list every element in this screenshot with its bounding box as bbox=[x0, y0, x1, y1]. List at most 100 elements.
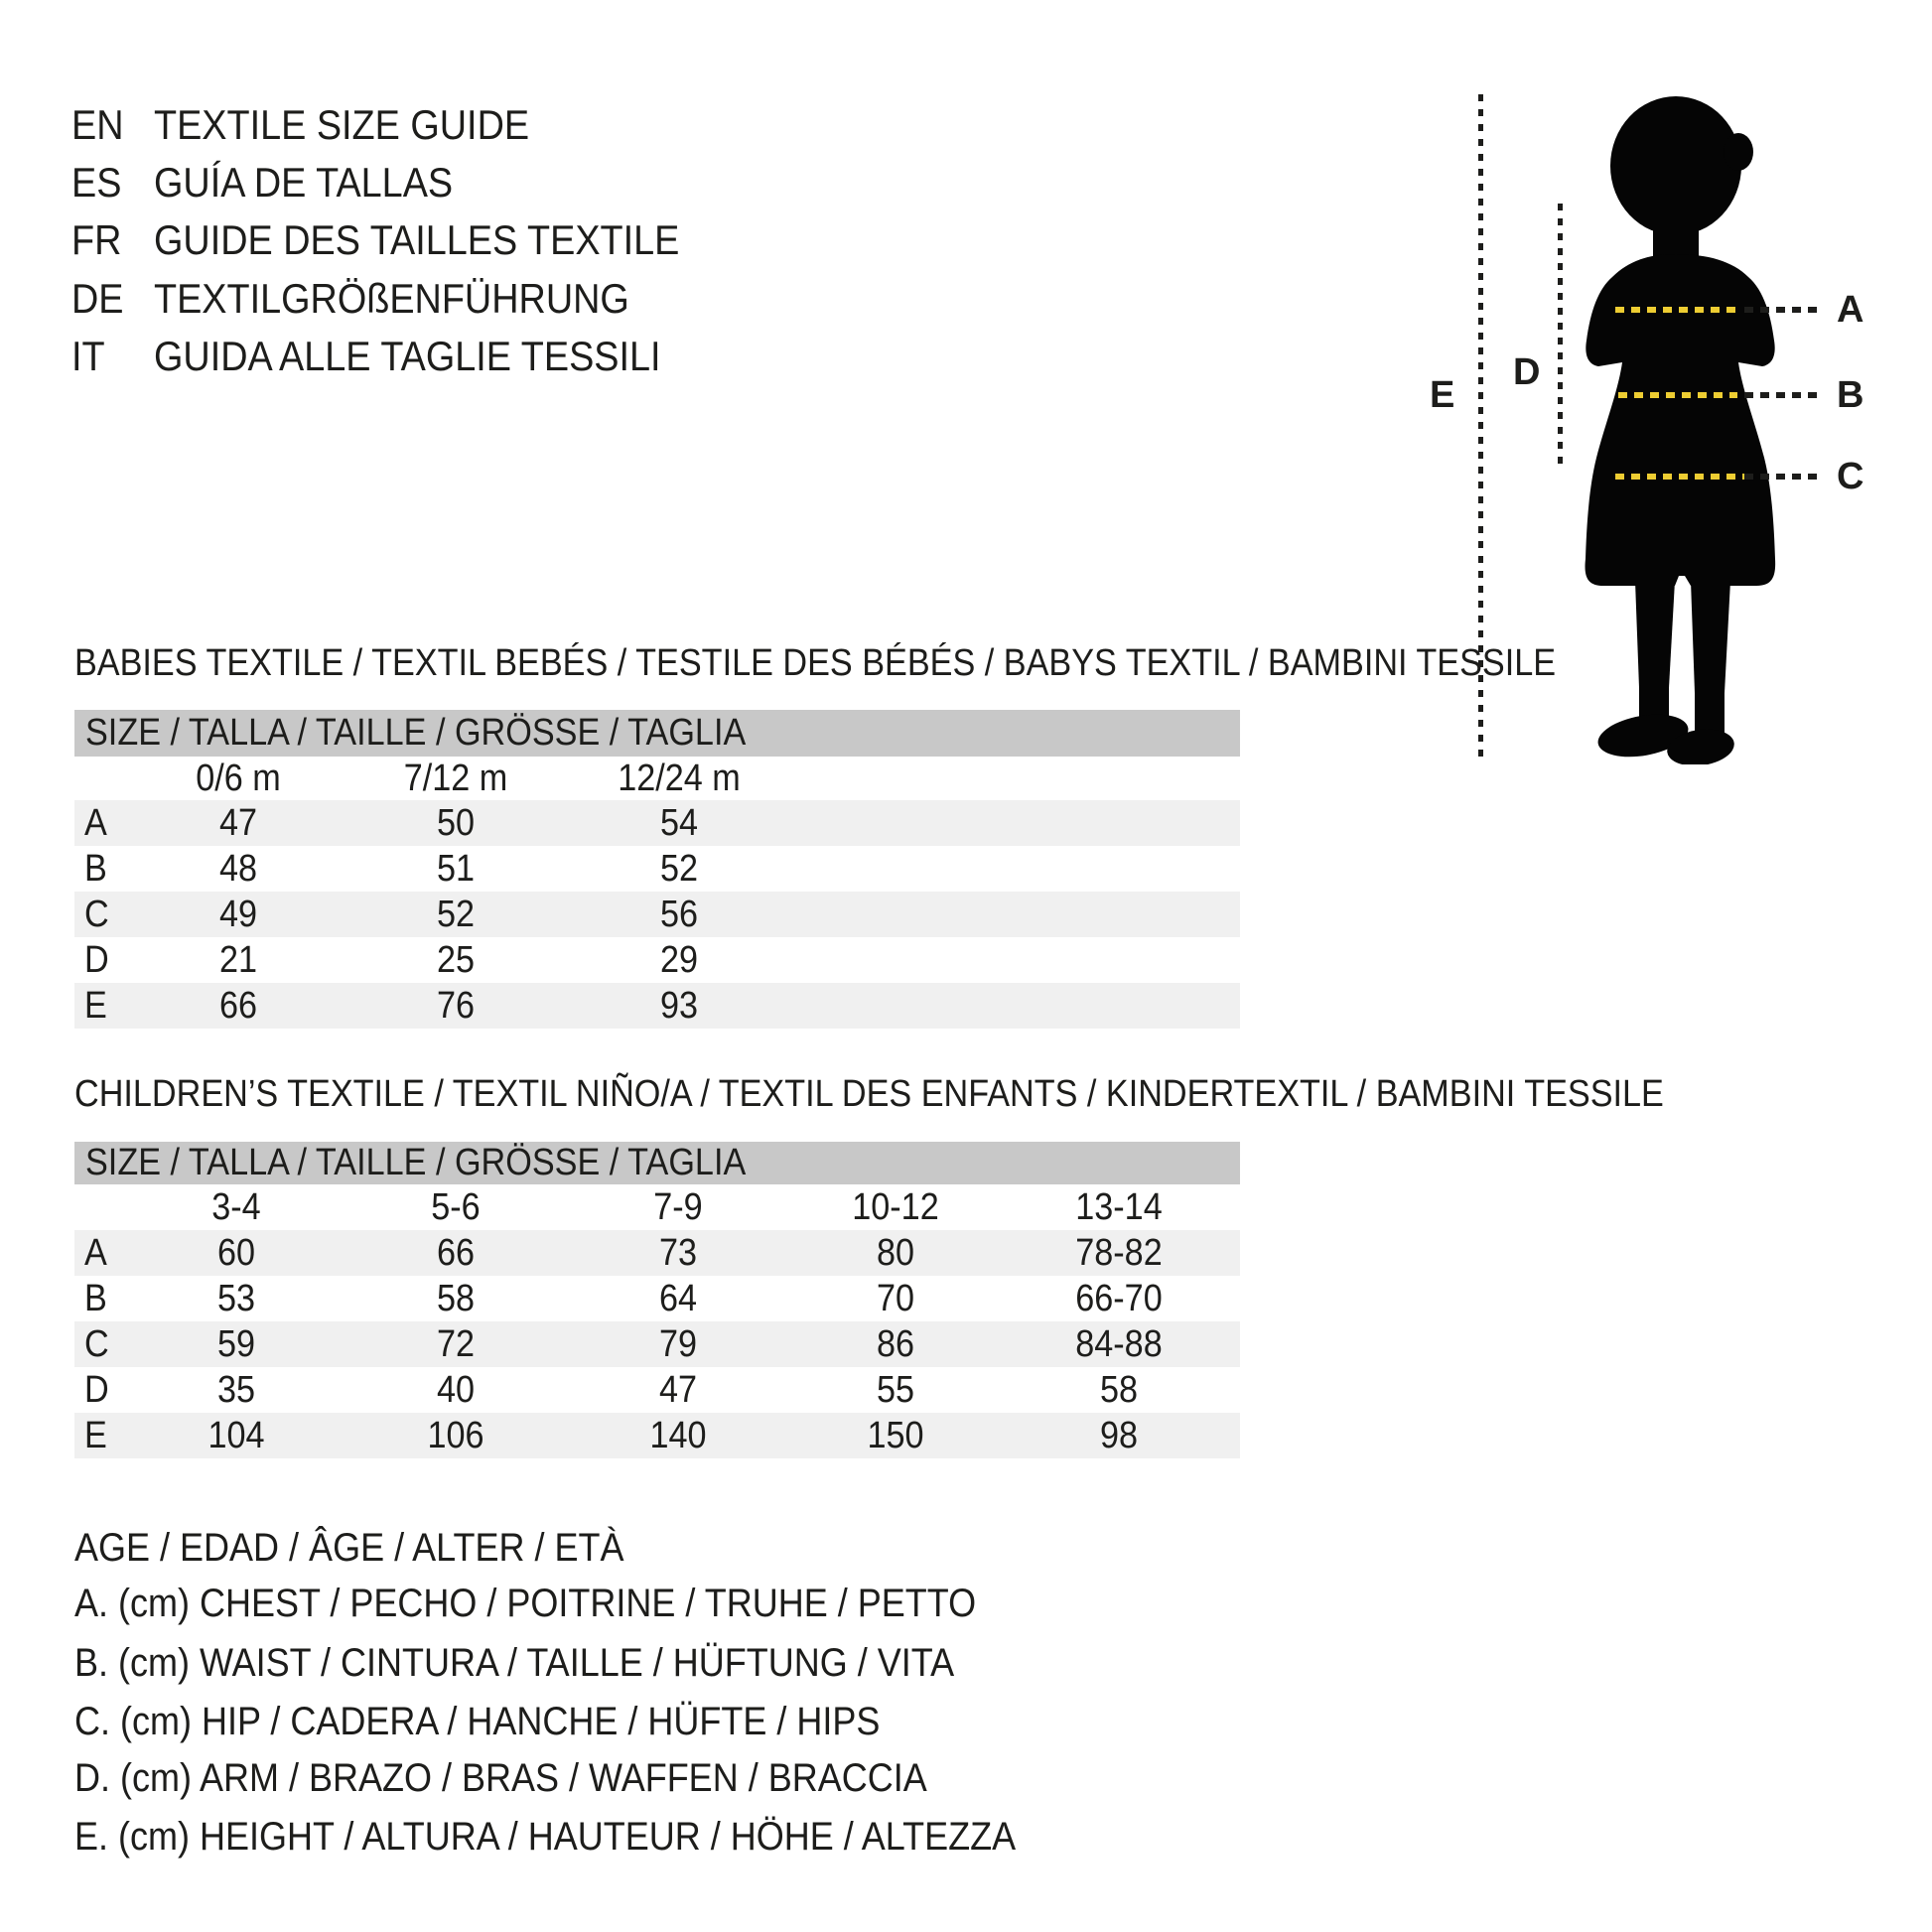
children-row-label: D bbox=[84, 1369, 109, 1411]
children-row-stripe bbox=[74, 1413, 1240, 1458]
table-cell: 93 bbox=[659, 985, 699, 1027]
children-table-header-bar bbox=[74, 1142, 1240, 1184]
hip-measure-dash-black bbox=[1744, 474, 1824, 480]
table-cell: 50 bbox=[436, 802, 476, 844]
lang-code-es: ES bbox=[71, 159, 122, 206]
figure-label-c: C bbox=[1837, 456, 1864, 497]
table-cell: 104 bbox=[207, 1415, 265, 1456]
table-cell: 66 bbox=[436, 1232, 476, 1274]
table-cell: 150 bbox=[867, 1415, 924, 1456]
figure-label-d: D bbox=[1513, 351, 1541, 393]
lang-code-fr: FR bbox=[71, 216, 122, 263]
table-cell: 73 bbox=[658, 1232, 698, 1274]
table-cell: 98 bbox=[1099, 1415, 1139, 1456]
table-cell: 66 bbox=[218, 985, 258, 1027]
table-cell: 21 bbox=[218, 939, 258, 981]
lang-title-en: TEXTILE SIZE GUIDE bbox=[154, 101, 530, 148]
children-row-label: C bbox=[84, 1323, 109, 1365]
table-cell: 48 bbox=[218, 848, 258, 890]
table-cell: 47 bbox=[218, 802, 258, 844]
babies-row-stripe bbox=[74, 800, 1240, 846]
babies-row-label: D bbox=[84, 939, 109, 981]
babies-col-header: 7/12 m bbox=[403, 758, 508, 799]
table-cell: 84-88 bbox=[1075, 1323, 1163, 1365]
table-cell: 76 bbox=[436, 985, 476, 1027]
babies-col-header: 12/24 m bbox=[618, 758, 741, 799]
chest-measure-dash-black bbox=[1744, 307, 1824, 313]
children-col-header: 7-9 bbox=[653, 1186, 703, 1228]
table-cell: 66-70 bbox=[1075, 1278, 1163, 1319]
child-silhouette-icon bbox=[1585, 96, 1776, 766]
table-cell: 53 bbox=[216, 1278, 256, 1319]
figure-label-b: B bbox=[1837, 374, 1864, 416]
babies-table-title: BABIES TEXTILE / TEXTIL BEBÉS / TESTILE … bbox=[74, 642, 1557, 684]
table-cell: 35 bbox=[216, 1369, 256, 1411]
lang-code-it: IT bbox=[71, 333, 105, 379]
table-cell: 58 bbox=[1099, 1369, 1139, 1411]
table-cell: 64 bbox=[658, 1278, 698, 1319]
children-col-header: 10-12 bbox=[852, 1186, 939, 1228]
babies-row-label: A bbox=[84, 802, 107, 844]
table-cell: 80 bbox=[876, 1232, 915, 1274]
children-row-label: B bbox=[84, 1278, 107, 1319]
babies-row-label: B bbox=[84, 848, 107, 890]
table-cell: 59 bbox=[216, 1323, 256, 1365]
children-table-header-label: SIZE / TALLA / TAILLE / GRÖSSE / TAGLIA bbox=[85, 1142, 747, 1183]
waist-measure-dash-black bbox=[1744, 392, 1824, 398]
lang-title-es: GUÍA DE TALLAS bbox=[154, 159, 454, 206]
legend-age-line: AGE / EDAD / ÂGE / ALTER / ETÀ bbox=[74, 1526, 624, 1570]
table-cell: 40 bbox=[436, 1369, 476, 1411]
table-cell: 70 bbox=[876, 1278, 915, 1319]
table-cell: 58 bbox=[436, 1278, 476, 1319]
hip-measure-dash-yellow bbox=[1615, 474, 1744, 480]
figure-label-a: A bbox=[1837, 289, 1864, 331]
babies-row-label: C bbox=[84, 894, 109, 935]
children-row-label: E bbox=[84, 1415, 107, 1456]
lang-title-de: TEXTILGRÖßENFÜHRUNG bbox=[154, 275, 629, 322]
table-cell: 78-82 bbox=[1075, 1232, 1163, 1274]
table-cell: 60 bbox=[216, 1232, 256, 1274]
table-cell: 72 bbox=[436, 1323, 476, 1365]
table-cell: 29 bbox=[659, 939, 699, 981]
children-col-header: 5-6 bbox=[431, 1186, 481, 1228]
babies-row-label: E bbox=[84, 985, 107, 1027]
figure-label-e: E bbox=[1430, 374, 1455, 416]
babies-row-stripe bbox=[74, 983, 1240, 1029]
chest-measure-dash-yellow bbox=[1615, 307, 1740, 313]
lang-code-en: EN bbox=[71, 101, 124, 148]
legend-item-arm: D. (cm) ARM / BRAZO / BRAS / WAFFEN / BR… bbox=[74, 1756, 927, 1800]
babies-col-header: 0/6 m bbox=[196, 758, 281, 799]
table-cell: 86 bbox=[876, 1323, 915, 1365]
height-measure-line-E bbox=[1478, 94, 1483, 762]
waist-measure-dash-yellow bbox=[1618, 392, 1737, 398]
lang-title-it: GUIDA ALLE TAGLIE TESSILI bbox=[154, 333, 661, 379]
table-cell: 54 bbox=[659, 802, 699, 844]
children-col-header: 13-14 bbox=[1075, 1186, 1163, 1228]
table-cell: 52 bbox=[436, 894, 476, 935]
legend-item-waist: B. (cm) WAIST / CINTURA / TAILLE / HÜFTU… bbox=[74, 1641, 955, 1685]
babies-table-header-bar bbox=[74, 710, 1240, 757]
children-row-stripe bbox=[74, 1321, 1240, 1367]
children-table-title: CHILDREN’S TEXTILE / TEXTIL NIÑO/A / TEX… bbox=[74, 1073, 1664, 1115]
children-col-header: 3-4 bbox=[211, 1186, 261, 1228]
table-cell: 25 bbox=[436, 939, 476, 981]
table-cell: 79 bbox=[658, 1323, 698, 1365]
legend-item-chest: A. (cm) CHEST / PECHO / POITRINE / TRUHE… bbox=[74, 1582, 977, 1625]
table-cell: 52 bbox=[659, 848, 699, 890]
lang-title-fr: GUIDE DES TAILLES TEXTILE bbox=[154, 216, 680, 263]
legend-item-hip: C. (cm) HIP / CADERA / HANCHE / HÜFTE / … bbox=[74, 1700, 881, 1743]
child-silhouette-figure bbox=[1574, 92, 1787, 766]
arm-measure-line-D bbox=[1558, 204, 1563, 469]
babies-table-header-label: SIZE / TALLA / TAILLE / GRÖSSE / TAGLIA bbox=[85, 712, 747, 754]
table-cell: 106 bbox=[427, 1415, 484, 1456]
table-cell: 140 bbox=[649, 1415, 707, 1456]
table-cell: 47 bbox=[658, 1369, 698, 1411]
lang-code-de: DE bbox=[71, 275, 124, 322]
table-cell: 55 bbox=[876, 1369, 915, 1411]
children-row-label: A bbox=[84, 1232, 107, 1274]
table-cell: 51 bbox=[436, 848, 476, 890]
legend-item-height: E. (cm) HEIGHT / ALTURA / HAUTEUR / HÖHE… bbox=[74, 1815, 1017, 1859]
table-cell: 56 bbox=[659, 894, 699, 935]
children-row-stripe bbox=[74, 1230, 1240, 1276]
